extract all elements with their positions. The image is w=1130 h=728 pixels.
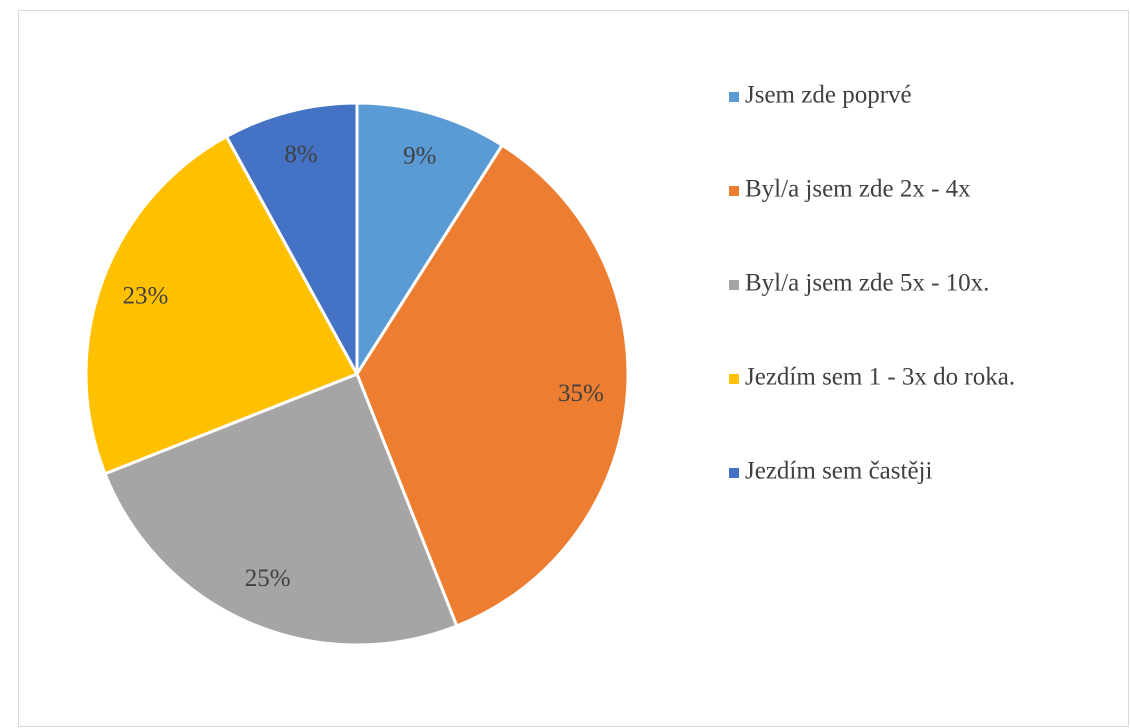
legend-label: Jezdím sem 1 - 3x do roka. xyxy=(745,364,1015,391)
pie-slice xyxy=(103,372,459,647)
data-label: 8% xyxy=(284,141,317,168)
legend-swatch xyxy=(729,374,739,384)
legend-label: Byl/a jsem zde 2x - 4x xyxy=(745,176,971,203)
pie-slice xyxy=(355,143,630,628)
legend-label: Byl/a jsem zde 5x - 10x. xyxy=(745,270,989,297)
legend-swatch xyxy=(729,468,739,478)
legend-label: Jezdím sem častěji xyxy=(745,458,932,485)
legend-swatch xyxy=(729,186,739,196)
data-label: 9% xyxy=(403,143,436,170)
legend-swatch xyxy=(729,280,739,290)
data-label: 23% xyxy=(122,283,168,310)
legend-swatch xyxy=(729,92,739,102)
data-label: 25% xyxy=(245,565,291,592)
pie-slice xyxy=(84,135,359,476)
data-label: 35% xyxy=(558,380,604,407)
legend-label: Jsem zde poprvé xyxy=(745,82,912,109)
pie-slice xyxy=(355,101,504,376)
pie-slice xyxy=(224,101,359,376)
